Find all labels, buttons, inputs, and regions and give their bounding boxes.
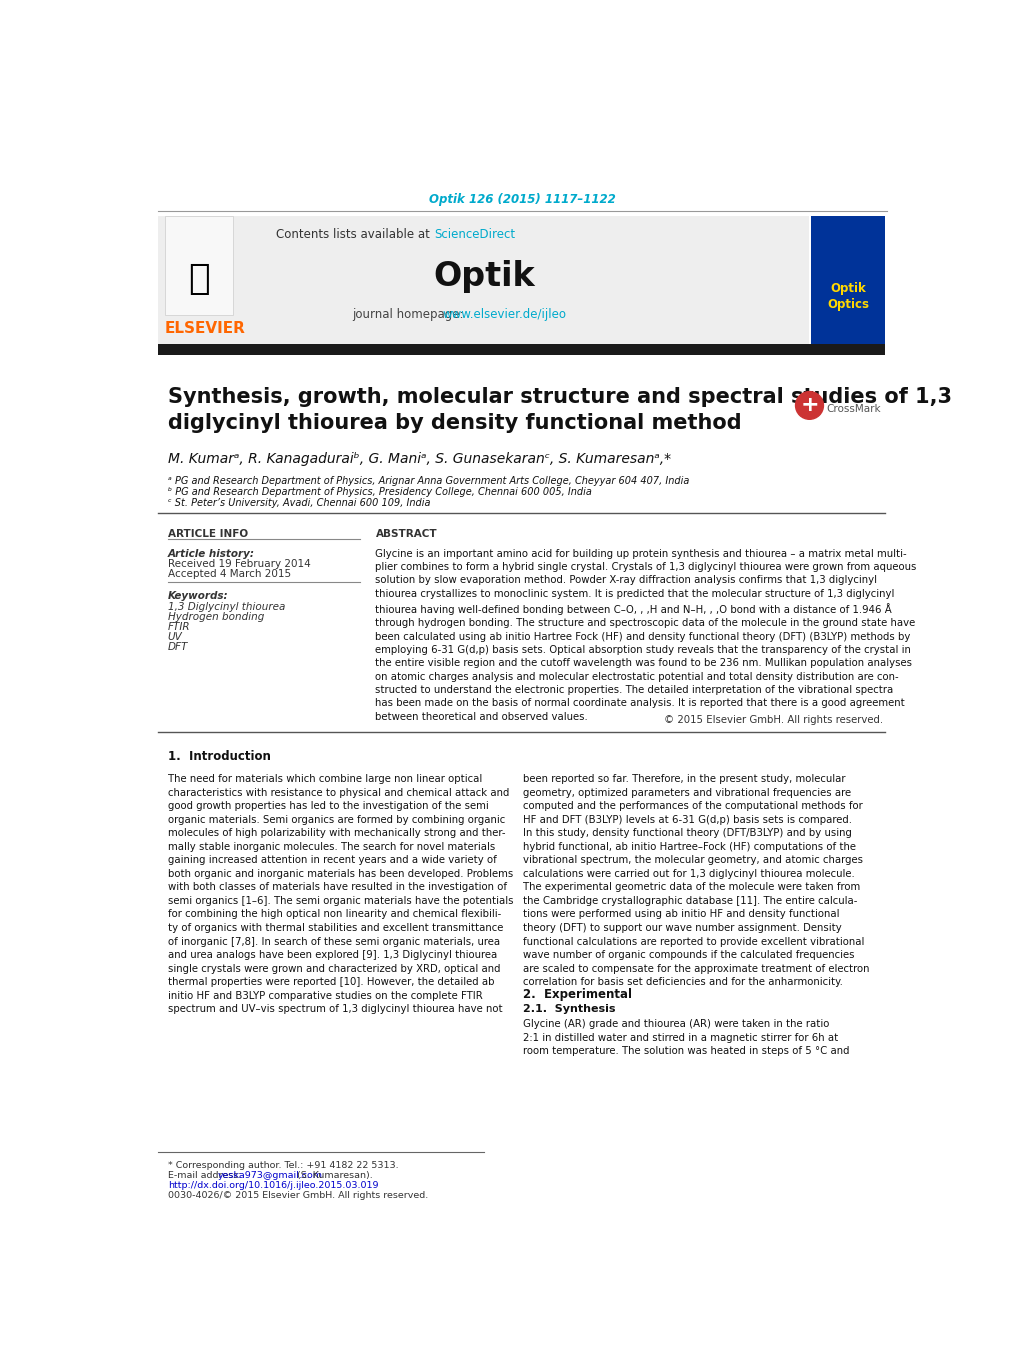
Text: CrossMark: CrossMark	[825, 404, 880, 413]
Text: 2.1.  Synthesis: 2.1. Synthesis	[522, 1004, 614, 1013]
FancyBboxPatch shape	[164, 216, 232, 315]
Text: 1,3 Diglycinyl thiourea: 1,3 Diglycinyl thiourea	[168, 601, 285, 612]
Text: E-mail address:: E-mail address:	[168, 1171, 244, 1179]
Text: Hydrogen bonding: Hydrogen bonding	[168, 612, 264, 621]
Text: UV: UV	[168, 632, 182, 642]
Text: ᵃ PG and Research Department of Physics, Arignar Anna Government Arts College, C: ᵃ PG and Research Department of Physics,…	[168, 477, 689, 486]
FancyBboxPatch shape	[810, 216, 884, 346]
Text: © 2015 Elsevier GmbH. All rights reserved.: © 2015 Elsevier GmbH. All rights reserve…	[663, 715, 882, 725]
Text: http://dx.doi.org/10.1016/j.ijleo.2015.03.019: http://dx.doi.org/10.1016/j.ijleo.2015.0…	[168, 1181, 378, 1190]
Text: ScienceDirect: ScienceDirect	[434, 228, 515, 240]
Text: www.elsevier.de/ijleo: www.elsevier.de/ijleo	[442, 308, 567, 322]
Text: 🌿: 🌿	[187, 262, 210, 296]
Text: ABSTRACT: ABSTRACT	[375, 528, 437, 539]
Text: M. Kumarᵃ, R. Kanagaduraiᵇ, G. Maniᵃ, S. Gunasekaranᶜ, S. Kumaresanᵃ,*: M. Kumarᵃ, R. Kanagaduraiᵇ, G. Maniᵃ, S.…	[168, 451, 671, 466]
Text: Glycine (AR) grade and thiourea (AR) were taken in the ratio
2:1 in distilled wa: Glycine (AR) grade and thiourea (AR) wer…	[522, 1019, 849, 1056]
Text: +: +	[799, 396, 818, 416]
Text: Glycine is an important amino acid for building up protein synthesis and thioure: Glycine is an important amino acid for b…	[375, 549, 916, 721]
Text: Article history:: Article history:	[168, 549, 255, 559]
Text: Accepted 4 March 2015: Accepted 4 March 2015	[168, 570, 290, 580]
Text: Contents lists available at: Contents lists available at	[276, 228, 433, 240]
FancyBboxPatch shape	[158, 345, 884, 354]
Text: 0030-4026/© 2015 Elsevier GmbH. All rights reserved.: 0030-4026/© 2015 Elsevier GmbH. All righ…	[168, 1190, 428, 1200]
FancyBboxPatch shape	[158, 216, 809, 346]
Text: Received 19 February 2014: Received 19 February 2014	[168, 559, 310, 569]
Text: 1.  Introduction: 1. Introduction	[168, 750, 270, 763]
Text: ᶜ St. Peter’s University, Avadi, Chennai 600 109, India: ᶜ St. Peter’s University, Avadi, Chennai…	[168, 497, 430, 508]
Circle shape	[795, 392, 822, 419]
Text: Optik 126 (2015) 1117–1122: Optik 126 (2015) 1117–1122	[429, 193, 615, 205]
Text: ᵇ PG and Research Department of Physics, Presidency College, Chennai 600 005, In: ᵇ PG and Research Department of Physics,…	[168, 488, 591, 497]
Text: The need for materials which combine large non linear optical
characteristics wi: The need for materials which combine lar…	[168, 774, 513, 1015]
Text: yeska973@gmail.com: yeska973@gmail.com	[218, 1171, 323, 1179]
Text: Synthesis, growth, molecular structure and spectral studies of 1,3
diglycinyl th: Synthesis, growth, molecular structure a…	[168, 386, 951, 432]
Text: Optik
Optics: Optik Optics	[826, 282, 868, 311]
Text: been reported so far. Therefore, in the present study, molecular
geometry, optim: been reported so far. Therefore, in the …	[522, 774, 868, 988]
Text: ELSEVIER: ELSEVIER	[164, 322, 246, 336]
Text: DFT: DFT	[168, 642, 187, 651]
Text: Optik: Optik	[433, 259, 534, 293]
Text: * Corresponding author. Tel.: +91 4182 22 5313.: * Corresponding author. Tel.: +91 4182 2…	[168, 1161, 398, 1170]
Text: (S. Kumaresan).: (S. Kumaresan).	[293, 1171, 373, 1179]
Text: FTIR: FTIR	[168, 621, 191, 632]
Text: 2.  Experimental: 2. Experimental	[522, 988, 631, 1001]
Text: ARTICLE INFO: ARTICLE INFO	[168, 528, 248, 539]
Text: journal homepage:: journal homepage:	[352, 308, 467, 322]
Text: Keywords:: Keywords:	[168, 590, 228, 601]
